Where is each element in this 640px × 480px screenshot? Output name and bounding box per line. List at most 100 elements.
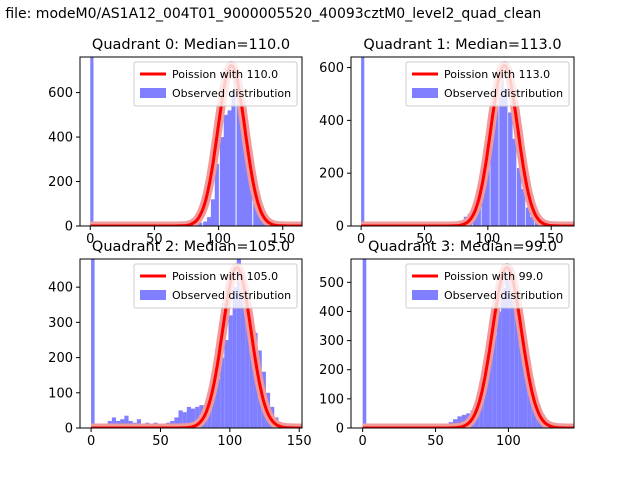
- y-tick-label: 400: [48, 281, 73, 296]
- hist-bar: [249, 315, 254, 428]
- y-tick-label: 100: [319, 392, 344, 407]
- legend-hist-label: Observed distribution: [172, 87, 291, 100]
- legend-hist-swatch: [412, 290, 438, 300]
- hist-bar: [496, 311, 502, 428]
- y-tick-label: 400: [319, 305, 344, 320]
- y-tick-label: 200: [48, 351, 73, 366]
- y-tick-label: 500: [319, 276, 344, 291]
- hist-bar: [215, 378, 221, 428]
- figure-suptitle: n file: modeM0/AS1A12_004T01_9000005520_…: [0, 6, 640, 26]
- hist-bar: [203, 221, 208, 226]
- hist-bar: [111, 417, 117, 428]
- legend: Poission with 113.0 Observed distribution: [405, 61, 570, 107]
- hist-bar: [228, 315, 233, 428]
- hist-bar: [191, 408, 196, 428]
- hist-bar: [91, 259, 95, 428]
- legend-line-label: Poission with 113.0: [444, 68, 550, 81]
- hist-bar: [483, 375, 489, 428]
- hist-bar: [207, 217, 212, 226]
- panel-3: 0 50 100 0 100 200 300 400 500 Quadrant 3: Median…: [319, 239, 575, 449]
- plot-area-2: [88, 259, 302, 428]
- hist-bar: [244, 128, 249, 226]
- hist-bar: [499, 78, 504, 226]
- y-tick-label: 100: [48, 386, 73, 401]
- hist-bar: [240, 99, 245, 226]
- suptitle-text: n file: modeM0/AS1A12_004T01_9000005520_…: [0, 6, 542, 22]
- hist-bar: [488, 358, 493, 428]
- panel-2: 0 50 100 150 0 100 200 300 400 Quadrant 2: Median…: [48, 239, 311, 449]
- axes-frame: [350, 56, 575, 227]
- y-tick-label: 600: [48, 86, 73, 101]
- legend-box: [405, 61, 570, 107]
- hist-bar: [520, 189, 526, 226]
- legend-hist-swatch: [412, 88, 438, 98]
- panel-0: 0 50 100 150 0 200 400 600 Quadrant 0: Median=11…: [48, 37, 303, 247]
- legend: Poission with 105.0 Observed distribution: [133, 263, 298, 309]
- legend-hist-swatch: [140, 290, 166, 300]
- y-tick-label: 600: [319, 61, 344, 76]
- legend: Poission with 110.0 Observed distribution: [133, 61, 298, 107]
- legend-box: [133, 263, 298, 309]
- hist-bar: [492, 334, 497, 428]
- hist-bar: [236, 85, 241, 226]
- x-tick-label: 100: [217, 434, 242, 449]
- y-tick-label: 300: [48, 316, 73, 331]
- poisson-curve: [90, 64, 302, 226]
- hist-bar: [178, 410, 183, 428]
- hist-bar: [214, 163, 219, 226]
- x-tick-label: 150: [539, 232, 564, 247]
- hist-bar: [522, 346, 528, 428]
- hist-bar: [182, 412, 187, 428]
- hist-bar: [362, 259, 367, 428]
- hist-bar: [220, 357, 225, 428]
- hist-bar: [479, 393, 484, 428]
- y-tick-label: 400: [48, 131, 73, 146]
- hist-bar: [361, 57, 365, 226]
- hist-bar: [248, 159, 253, 226]
- hist-bar: [236, 259, 241, 428]
- legend-line-label: Poission with 105.0: [172, 270, 278, 283]
- y-tick-label: 0: [65, 220, 73, 235]
- hist-bar: [514, 299, 519, 428]
- x-tick-label: 50: [427, 434, 444, 449]
- y-tick-label: 0: [336, 220, 344, 235]
- axes-frame: [350, 258, 575, 429]
- hist-bar: [186, 406, 191, 428]
- hist-bar: [509, 276, 515, 428]
- panel-title: Quadrant 2: Median=105.0: [92, 239, 290, 255]
- hist-bar: [124, 415, 129, 428]
- hist-bar: [529, 216, 535, 226]
- legend-hist-label: Observed distribution: [444, 289, 563, 302]
- hist-bar: [494, 93, 499, 226]
- poisson-curve: [360, 64, 574, 226]
- axes-frame: [79, 258, 303, 429]
- legend-hist-swatch: [140, 88, 166, 98]
- y-tick-label: 200: [319, 363, 344, 378]
- x-tick-label: 0: [357, 232, 365, 247]
- x-tick-label: 0: [86, 232, 94, 247]
- y-tick-label: 300: [319, 334, 344, 349]
- hist-bar: [490, 120, 495, 226]
- y-tick-label: 400: [319, 114, 344, 129]
- hist-bar: [511, 138, 517, 226]
- legend-hist-label: Observed distribution: [444, 87, 563, 100]
- hist-bar: [525, 207, 531, 226]
- legend: Poission with 99.0 Observed distribution: [405, 263, 570, 309]
- legend-box: [133, 61, 298, 107]
- x-tick-label: 50: [146, 232, 163, 247]
- panel-title: Quadrant 3: Median=99.0: [368, 239, 557, 255]
- x-tick-label: 100: [475, 232, 500, 247]
- poisson-curve: [362, 266, 574, 428]
- y-tick-label: 0: [65, 422, 73, 437]
- hist-bar: [227, 110, 232, 226]
- hist-bar: [210, 199, 216, 226]
- x-tick-label: 50: [416, 232, 433, 247]
- x-tick-label: 150: [287, 434, 312, 449]
- panel-title: Quadrant 1: Median=113.0: [363, 37, 561, 53]
- legend-line-label: Poission with 110.0: [172, 68, 278, 81]
- hist-bar: [518, 323, 523, 428]
- hist-bar: [211, 389, 216, 428]
- x-tick-label: 0: [359, 434, 367, 449]
- panel-1: 0 50 100 150 0 200 400 600 Quadrant 1: Median=11…: [319, 37, 575, 247]
